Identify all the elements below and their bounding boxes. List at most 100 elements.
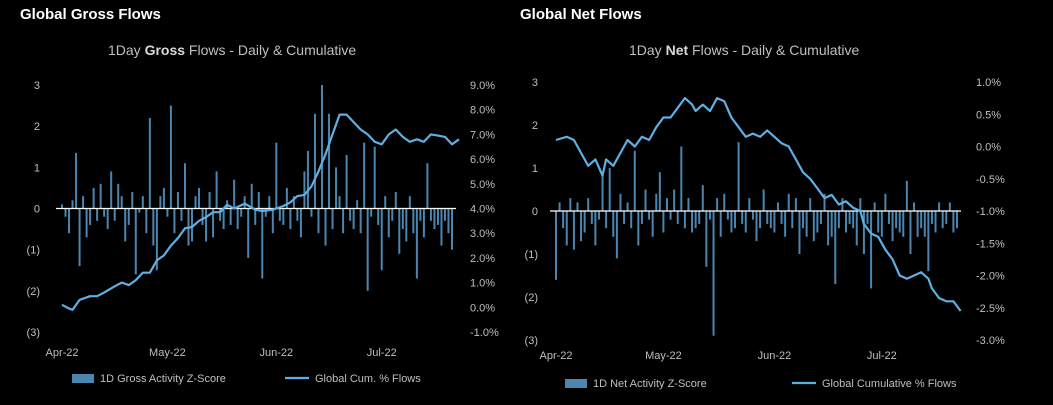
net-bar [891, 211, 894, 242]
net-y-left-tick: (3) [525, 335, 538, 347]
net-bar [655, 193, 658, 211]
gross-bar [419, 208, 422, 221]
gross-bar [405, 208, 408, 242]
gross-bar [324, 208, 327, 246]
net-bar [819, 211, 822, 224]
net-bar [812, 211, 815, 242]
gross-bar [191, 208, 193, 242]
gross-bar [264, 208, 267, 217]
net-bar [605, 211, 608, 229]
gross-bar [138, 208, 141, 213]
gross-bar [377, 208, 380, 225]
gross-bar [285, 187, 288, 209]
gross-bar [356, 200, 359, 209]
gross-bar [299, 208, 302, 238]
net-bar [744, 211, 747, 233]
gross-bar [194, 196, 197, 209]
net-bar [956, 211, 958, 229]
net-bar [834, 211, 837, 285]
gross-bar [310, 208, 313, 217]
gross-legend-line-label: Global Cum. % Flows [315, 373, 421, 385]
gross-legend-bar-swatch [72, 374, 94, 383]
gross-bar [321, 85, 323, 209]
net-bar [805, 211, 808, 237]
gross-bar [328, 113, 331, 209]
gross-y-left-tick: 2 [34, 121, 40, 133]
net-y-left-tick: (1) [525, 249, 538, 261]
net-bar [716, 198, 719, 211]
gross-bar [394, 192, 397, 209]
net-bar [927, 211, 930, 272]
net-bar [934, 211, 937, 233]
gross-y-left-tick: 0 [34, 204, 40, 216]
gross-bar [233, 179, 236, 209]
gross-legend-bar-label: 1D Gross Activity Z-Score [100, 373, 226, 385]
gross-bar [75, 152, 78, 209]
net-x-tick: Jun-22 [758, 350, 792, 362]
gross-bar [229, 208, 232, 225]
net-bar [870, 211, 873, 289]
net-bar [920, 211, 923, 229]
gross-bar [440, 208, 443, 246]
net-bar [569, 198, 572, 211]
net-bar [841, 198, 844, 211]
gross-bar [92, 187, 95, 209]
net-bar [687, 198, 690, 211]
net-bar [873, 202, 876, 211]
gross-bar [313, 113, 316, 209]
net-y-left-tick: 0 [532, 206, 538, 218]
net-bar [637, 211, 640, 246]
gross-bar [215, 171, 218, 209]
gross-bar [205, 208, 208, 242]
net-bar [930, 211, 933, 224]
gross-bar [349, 208, 352, 221]
net-x-tick: May-22 [645, 350, 682, 362]
gross-bar [120, 196, 123, 209]
gross-y-left-tick: (3) [27, 327, 40, 339]
gross-bar [398, 208, 401, 254]
net-bar [941, 211, 944, 229]
gross-bar [250, 183, 253, 209]
net-bar [572, 211, 575, 250]
gross-bar [317, 208, 320, 234]
gross-bar [124, 208, 127, 242]
net-bar [798, 211, 801, 254]
gross-bar [306, 150, 309, 209]
gross-y-right-tick: 3.0% [470, 228, 495, 240]
gross-bar [219, 208, 222, 221]
net-bar [723, 193, 726, 211]
net-bar [601, 172, 604, 211]
net-bar [748, 198, 751, 211]
gross-bar [433, 208, 436, 230]
net-y-right-tick: 0.0% [976, 142, 1001, 154]
net-legend-bar-label: 1D Net Activity Z-Score [593, 378, 707, 390]
net-bar [594, 211, 597, 246]
gross-bar [117, 183, 120, 209]
gross-bar [363, 142, 366, 209]
gross-y-left-tick: 3 [34, 80, 40, 92]
net-bar [701, 185, 704, 211]
gross-bar [134, 208, 137, 275]
net-bar [902, 211, 905, 237]
net-bar [712, 211, 715, 336]
gross-bar [180, 208, 183, 221]
net-bar [755, 211, 758, 242]
net-y-left-tick: 2 [532, 120, 538, 132]
net-y-left-tick: (2) [525, 292, 538, 304]
gross-bar [391, 208, 394, 221]
gross-bar [176, 192, 179, 209]
net-bar [855, 211, 858, 246]
gross-bar [380, 208, 383, 271]
gross-bar [198, 187, 201, 209]
gross-bar [261, 208, 264, 279]
gross-bar [412, 208, 415, 234]
gross-bar [162, 187, 165, 209]
net-bar [608, 168, 611, 211]
net-bar [916, 211, 919, 237]
gross-bar [408, 196, 411, 209]
net-y-right-tick: -1.5% [976, 238, 1005, 250]
net-flows-chart: 3 2 1 0 (1) (2) (3) 1.0% 0.5% 0.0% -0.5% -1.0% -1.5%… [525, 77, 1005, 390]
gross-bar [61, 204, 63, 209]
gross-bar [208, 192, 211, 209]
gross-bar [384, 196, 387, 209]
